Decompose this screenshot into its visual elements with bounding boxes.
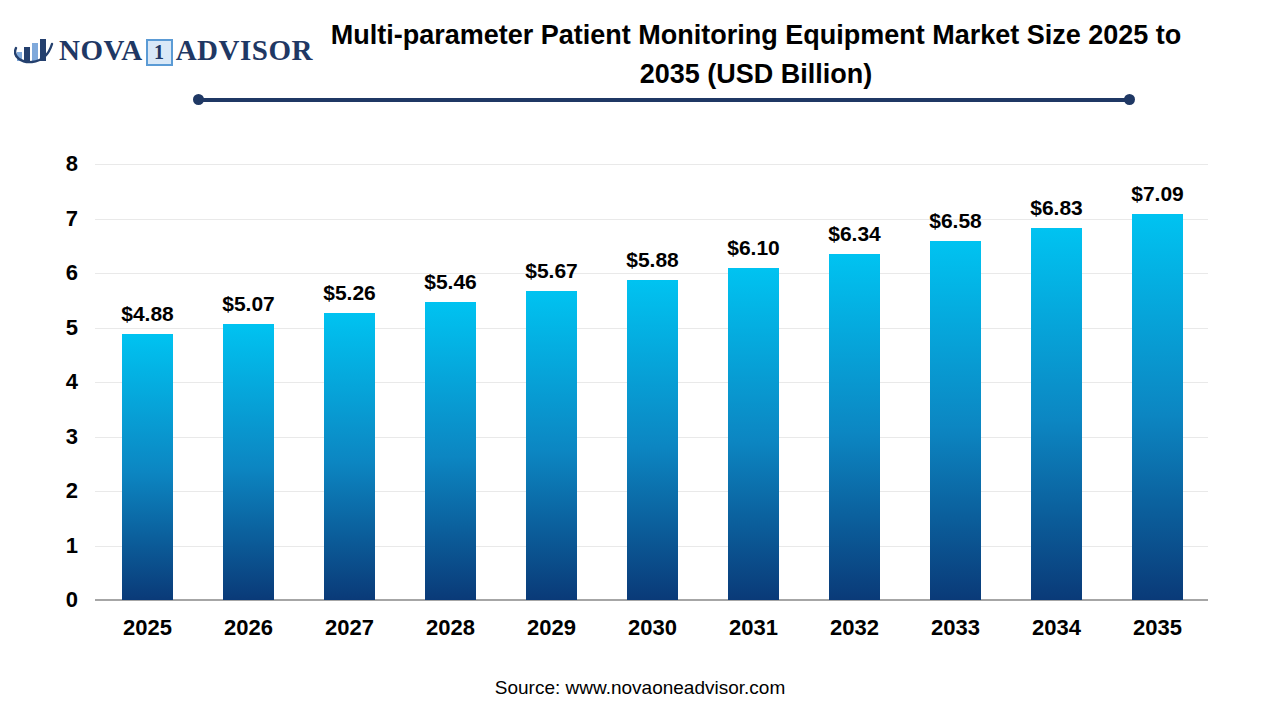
page: NOVA1ADVISOR Multi-parameter Patient Mon… [0, 0, 1280, 720]
bar-value-label: $6.10 [727, 236, 780, 260]
bar-2032 [829, 254, 880, 600]
x-axis-label: 2031 [729, 615, 778, 641]
x-axis-label: 2028 [426, 615, 475, 641]
bar-2030 [627, 280, 678, 600]
bar-2035 [1132, 214, 1183, 600]
y-axis-label: 4 [28, 369, 78, 395]
bar-2031 [728, 268, 779, 600]
y-axis-label: 5 [28, 315, 78, 341]
bar-value-label: $5.88 [626, 248, 679, 272]
x-axis-label: 2032 [830, 615, 879, 641]
bar-value-label: $6.34 [828, 222, 881, 246]
bar-2027 [324, 313, 375, 600]
x-axis-label: 2034 [1032, 615, 1081, 641]
bar-value-label: $5.26 [323, 281, 376, 305]
y-axis-label: 0 [28, 587, 78, 613]
bar-2033 [930, 241, 981, 600]
y-axis-label: 3 [28, 424, 78, 450]
x-axis-label: 2033 [931, 615, 980, 641]
bar-value-label: $4.88 [121, 302, 174, 326]
x-axis-label: 2035 [1133, 615, 1182, 641]
y-axis-label: 6 [28, 260, 78, 286]
y-axis-label: 1 [28, 533, 78, 559]
bar-chart: 0 1 2 3 4 5 6 7 8 $4.88 2025 $5.07 2026 $5.26 2027 $5.4… [0, 0, 1280, 720]
bar-value-label: $6.58 [929, 209, 982, 233]
x-axis-label: 2027 [325, 615, 374, 641]
y-axis-label: 8 [28, 151, 78, 177]
x-axis-label: 2026 [224, 615, 273, 641]
bar-value-label: $5.46 [424, 270, 477, 294]
x-axis-label: 2029 [527, 615, 576, 641]
bar-value-label: $5.67 [525, 259, 578, 283]
bar-2025 [122, 334, 173, 600]
bar-value-label: $5.07 [222, 292, 275, 316]
bar-value-label: $7.09 [1131, 182, 1184, 206]
source-text: Source: www.novaoneadvisor.com [0, 677, 1280, 699]
x-axis-label: 2025 [123, 615, 172, 641]
bar-2026 [223, 324, 274, 600]
gridline [95, 164, 1208, 165]
y-axis-label: 7 [28, 206, 78, 232]
bar-2029 [526, 291, 577, 600]
bar-value-label: $6.83 [1030, 196, 1083, 220]
y-axis-label: 2 [28, 478, 78, 504]
x-axis-label: 2030 [628, 615, 677, 641]
bar-2034 [1031, 228, 1082, 600]
bar-2028 [425, 302, 476, 600]
